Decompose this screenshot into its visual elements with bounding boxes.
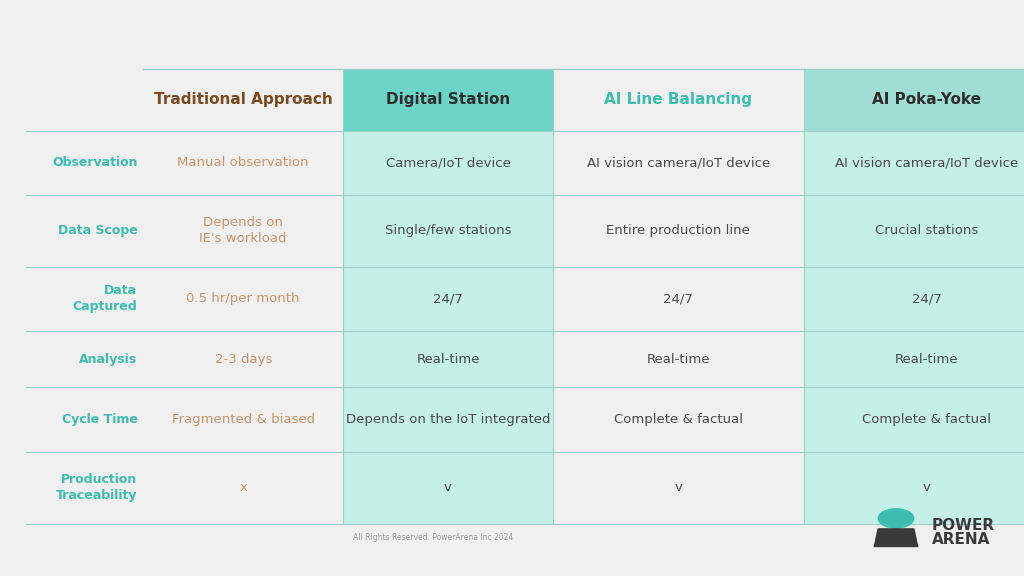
Text: AI vision camera/IoT device: AI vision camera/IoT device [587,156,770,169]
Text: POWER: POWER [932,518,995,533]
Text: Depends on
IE's workload: Depends on IE's workload [200,217,287,245]
Text: Cycle Time: Cycle Time [61,413,137,426]
Text: Depends on the IoT integrated: Depends on the IoT integrated [346,413,550,426]
Text: All Rights Reserved. PowerArena Inc 2024: All Rights Reserved. PowerArena Inc 2024 [353,533,513,542]
Text: v: v [923,482,931,494]
Text: 0.5 hr/per month: 0.5 hr/per month [186,293,300,305]
Text: 24/7: 24/7 [433,293,463,305]
Text: AI vision camera/IoT device: AI vision camera/IoT device [836,156,1018,169]
Text: Data
Captured: Data Captured [73,285,137,313]
Text: Crucial stations: Crucial stations [876,224,978,237]
Text: Complete & factual: Complete & factual [614,413,742,426]
Text: ARENA: ARENA [932,532,990,547]
Text: Camera/IoT device: Camera/IoT device [386,156,510,169]
Polygon shape [873,528,919,547]
Bar [804,69,1024,524]
Text: Traditional Approach: Traditional Approach [154,92,333,107]
Text: AI Poka-Yoke: AI Poka-Yoke [872,92,981,107]
Text: v: v [444,482,452,494]
Text: Digital Station: Digital Station [386,92,510,107]
Text: Analysis: Analysis [79,353,137,366]
Text: x: x [240,482,247,494]
Text: Observation: Observation [52,156,137,169]
Text: 24/7: 24/7 [911,293,942,305]
Text: Complete & factual: Complete & factual [862,413,991,426]
Text: Real-time: Real-time [416,353,480,366]
Text: v: v [675,482,682,494]
Text: Real-time: Real-time [895,353,958,366]
Text: Fragmented & biased: Fragmented & biased [172,413,314,426]
Text: Data Scope: Data Scope [57,224,137,237]
Bar [343,69,553,131]
Circle shape [878,508,914,529]
Bar [804,69,1024,131]
Text: Manual observation: Manual observation [177,156,309,169]
Text: Production
Traceability: Production Traceability [56,473,137,502]
Text: 2-3 days: 2-3 days [214,353,272,366]
Text: AI Line Balancing: AI Line Balancing [604,92,753,107]
Text: 24/7: 24/7 [664,293,693,305]
Bar [343,69,553,524]
Text: Real-time: Real-time [646,353,711,366]
Text: Single/few stations: Single/few stations [385,224,511,237]
Text: Entire production line: Entire production line [606,224,751,237]
